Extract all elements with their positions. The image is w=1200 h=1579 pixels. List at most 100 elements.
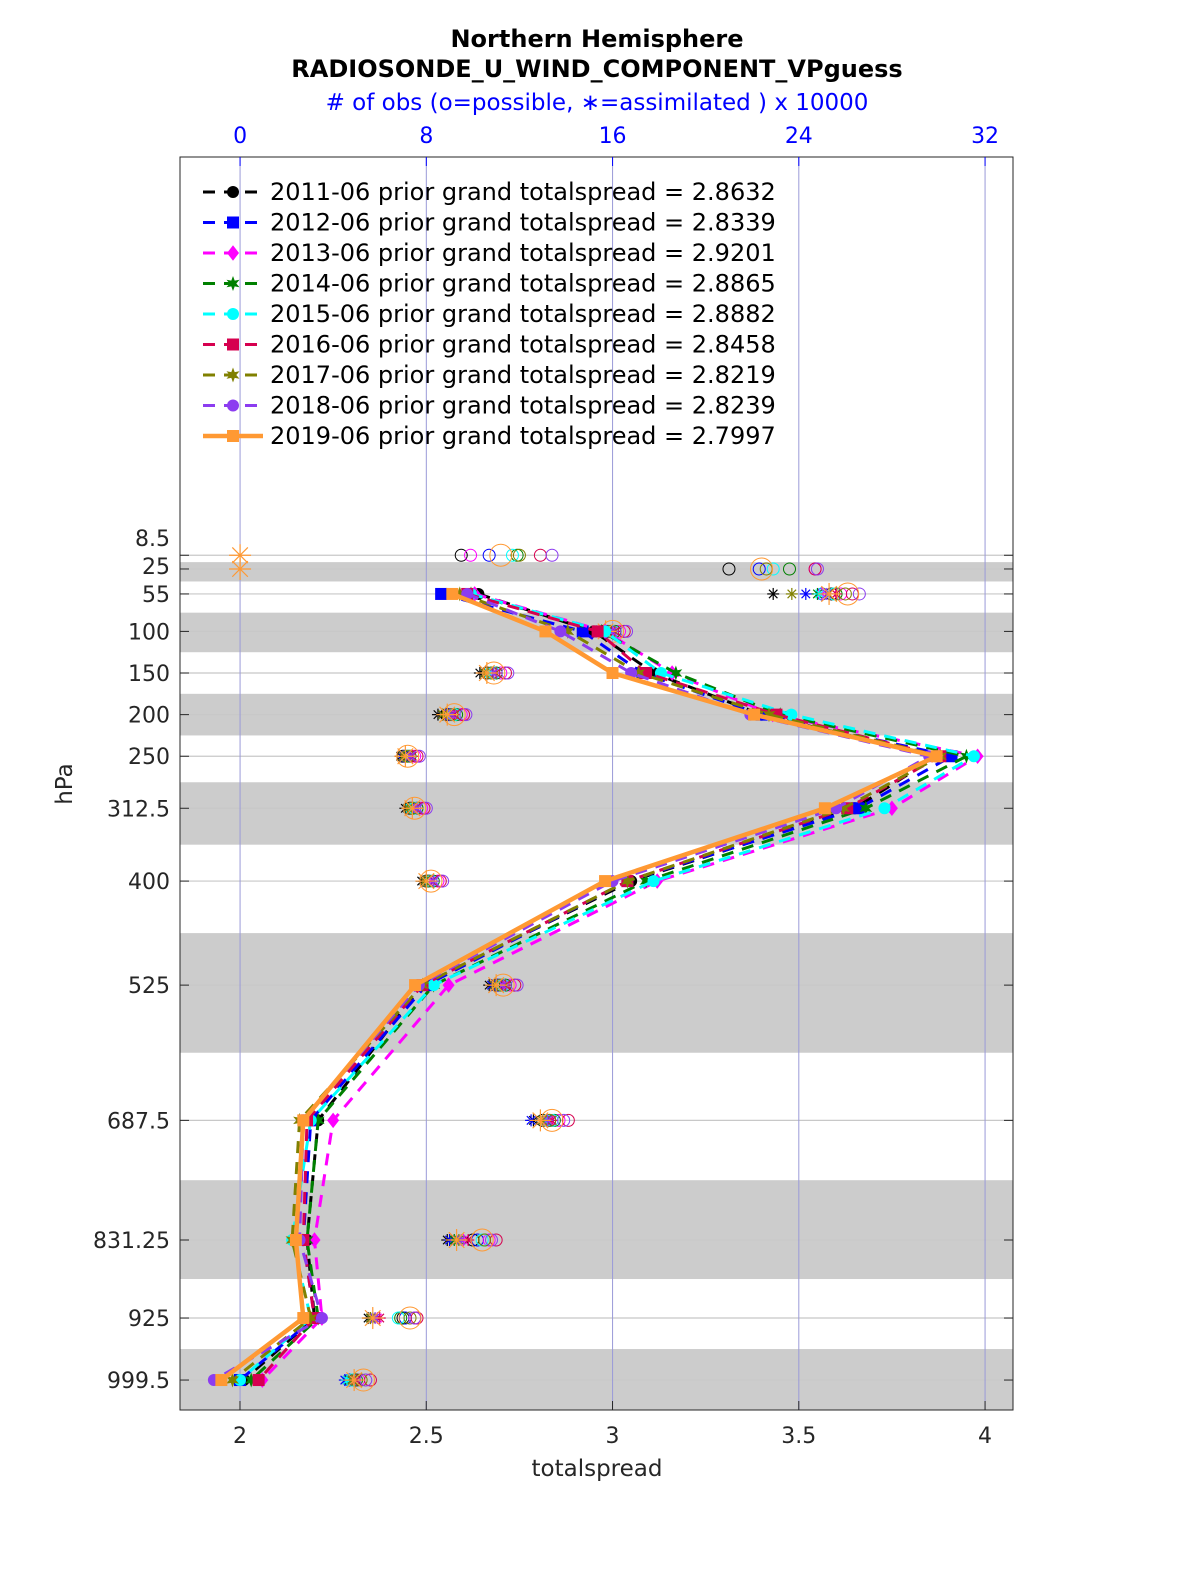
asterisk-stroke: [404, 800, 421, 817]
y-axis-label: hPa: [52, 763, 78, 805]
diamond-marker: [442, 977, 455, 993]
star-marker: [632, 665, 646, 681]
legend-label: 2014-06 prior grand totalspread = 2.8865: [270, 270, 776, 298]
legend: 2011-06 prior grand totalspread = 2.8632…: [203, 178, 776, 450]
square-marker: [606, 667, 619, 680]
series-lines: [207, 586, 984, 1388]
y-tick-label: 55: [142, 583, 170, 608]
chart-subtitle: RADIOSONDE_U_WIND_COMPONENT_VPguess: [291, 55, 902, 83]
y-tick-label: 831.25: [93, 1229, 170, 1254]
legend-item: 2012-06 prior grand totalspread = 2.8339: [203, 209, 776, 237]
star-marker: [561, 623, 575, 639]
y-tick-label: 687.5: [107, 1109, 170, 1134]
assimilated-obs-marker: [799, 587, 812, 600]
legend-item: 2015-06 prior grand totalspread = 2.8882: [203, 300, 776, 328]
top-x-tick-label: 0: [233, 124, 247, 149]
asterisk-stroke: [787, 589, 797, 599]
series-line: [239, 592, 956, 1382]
legend-item: 2016-06 prior grand totalspread = 2.8458: [203, 331, 776, 359]
diamond-marker: [227, 245, 239, 261]
top-x-tick-label: 16: [599, 124, 627, 149]
possible-obs-marker: [722, 562, 736, 576]
hexagon-marker: [967, 750, 980, 763]
legend-label: 2011-06 prior grand totalspread = 2.8632: [270, 178, 776, 206]
legend-label: 2018-06 prior grand totalspread = 2.8239: [270, 392, 776, 420]
y-tick-label: 525: [128, 974, 170, 999]
square-marker: [409, 979, 422, 992]
star-marker: [959, 748, 973, 764]
shaded-band: [180, 933, 1013, 1053]
possible-obs-marker: [512, 548, 526, 562]
square-marker: [748, 708, 761, 721]
assimilated-obs-marker: [785, 587, 798, 600]
series-line: [250, 592, 971, 1382]
possible-obs-marker: [403, 1311, 417, 1325]
plot-frame: [179, 156, 1014, 1411]
asterisk-stroke: [231, 560, 249, 578]
square-marker: [576, 625, 589, 638]
star-marker: [311, 1112, 325, 1128]
legend-label: 2017-06 prior grand totalspread = 2.8219: [270, 361, 776, 389]
hexagon-marker: [878, 802, 891, 815]
circle-marker: [227, 186, 239, 198]
square-marker: [930, 750, 943, 763]
circle-marker: [315, 1312, 328, 1325]
assimilated-obs-marker: [394, 745, 417, 768]
x-tick-label: 3.5: [781, 1424, 816, 1449]
square-marker: [297, 1114, 310, 1127]
possible-obs-marker: [478, 1233, 492, 1247]
shaded-band: [180, 1180, 1013, 1280]
axes: 8.5 25 55 100 150 200 250 312.5 400 525 687.5 831.2…: [93, 124, 1013, 1449]
possible-obs-marker: [766, 562, 780, 576]
star-marker: [304, 1310, 318, 1326]
assimilated-obs-marker: [475, 662, 498, 685]
possible-obs-marker: [482, 548, 496, 562]
possible-obs-marker: [459, 708, 473, 722]
star-marker: [226, 367, 240, 383]
possible-obs-marker: [398, 1306, 422, 1330]
y-tick-label: 150: [128, 662, 170, 687]
assimilated-obs-marker: [445, 1229, 468, 1252]
x-tick-label: 2: [233, 1424, 247, 1449]
shaded-band: [180, 562, 1013, 582]
possible-obs-marker: [750, 557, 774, 581]
top-x-tick-label: 32: [971, 124, 999, 149]
assimilated-obs-marker: [767, 587, 780, 600]
series-line: [213, 592, 934, 1382]
square-marker: [435, 587, 448, 600]
series-line: [219, 591, 944, 1382]
asterisk-stroke: [448, 1231, 465, 1249]
possible-obs-marker: [752, 562, 766, 576]
star-marker: [226, 1372, 239, 1388]
possible-obs-marker: [783, 562, 797, 576]
legend-item: 2018-06 prior grand totalspread = 2.8239: [203, 392, 776, 420]
hexagon-marker: [785, 708, 798, 721]
star-marker: [620, 873, 634, 889]
assimilated-obs-marker: [529, 1109, 552, 1132]
legend-label: 2013-06 prior grand totalspread = 2.9201: [270, 239, 776, 267]
assimilated-obs-marker: [229, 557, 252, 580]
x-tick-label: 2.5: [409, 1424, 444, 1449]
possible-obs-marker: [505, 548, 519, 562]
possible-obs-marker: [810, 562, 824, 576]
y-tick-label: 25: [142, 555, 170, 580]
y-tick-label: 400: [128, 870, 170, 895]
asterisk-stroke: [487, 976, 505, 994]
asterisk-stroke: [768, 589, 778, 599]
square-marker: [591, 625, 604, 638]
square-marker: [539, 625, 552, 638]
y-tick-label: 200: [128, 704, 170, 729]
circle-marker: [554, 625, 567, 638]
possible-obs-marker: [470, 1228, 494, 1252]
legend-item: 2011-06 prior grand totalspread = 2.8632: [203, 178, 776, 206]
legend-label: 2016-06 prior grand totalspread = 2.8458: [270, 331, 776, 359]
asterisk-stroke: [418, 872, 435, 890]
x-tick-label: 3: [606, 1424, 620, 1449]
asterisk-stroke: [801, 589, 811, 599]
star-marker: [226, 276, 240, 291]
possible-obs-marker: [620, 624, 634, 638]
assimilated-obs-marker: [436, 703, 459, 726]
diamond-marker: [308, 1232, 321, 1248]
asterisk-stroke: [397, 748, 414, 765]
